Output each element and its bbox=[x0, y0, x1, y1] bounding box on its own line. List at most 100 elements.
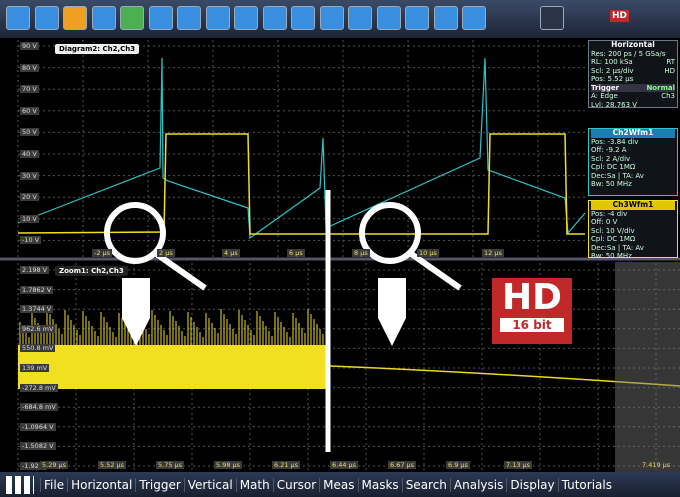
badge-bits: 16 bit bbox=[500, 318, 564, 332]
trigger-mode: Normal bbox=[646, 83, 675, 92]
tool-icon[interactable] bbox=[91, 6, 116, 30]
arrows bbox=[122, 278, 406, 346]
row: Pos: 5.52 µs bbox=[591, 75, 675, 84]
menu-item[interactable]: Vertical bbox=[183, 477, 236, 492]
panel-title: Ch3Wfm1 bbox=[591, 200, 675, 210]
x-label: 2 µs bbox=[157, 249, 175, 257]
rows: Res: 200 ps / 5 GSa/s RL: 100 kSa RT Scl: 2… bbox=[591, 50, 675, 84]
tool-icon[interactable] bbox=[319, 6, 344, 30]
menu-item[interactable]: Trigger bbox=[135, 477, 183, 492]
x-label: 6.67 µs bbox=[388, 461, 417, 469]
tool-icon[interactable] bbox=[6, 6, 30, 30]
row-text: Lvl: 28.763 V bbox=[591, 100, 638, 109]
menu-item[interactable]: Cursor bbox=[272, 477, 319, 492]
row-text: Bw: 50 MHz bbox=[591, 180, 632, 188]
y-label: 20 V bbox=[20, 193, 39, 202]
row: Res: 200 ps / 5 GSa/s bbox=[591, 50, 675, 59]
toolbar: HD bbox=[0, 0, 680, 38]
row-text: Ch3 bbox=[661, 92, 675, 100]
tool-icon[interactable] bbox=[63, 6, 87, 30]
tool-icon[interactable] bbox=[177, 6, 201, 30]
y-label: -10 V bbox=[20, 236, 42, 245]
rows: Pos: -4 div Off: 0 V Scl: 10 V/div Cpl: DC … bbox=[591, 210, 675, 261]
row-text: Pos: 5.52 µs bbox=[591, 75, 634, 83]
tool-icon[interactable] bbox=[262, 6, 287, 30]
menu-item[interactable]: File bbox=[40, 477, 67, 492]
y-label: 50 V bbox=[20, 128, 39, 137]
rows: Pos: -3.84 div Off: -9.2 A Scl: 2 A/div Cpl… bbox=[591, 138, 675, 189]
menu-item[interactable]: Analysis bbox=[449, 477, 506, 492]
menu-item[interactable]: Horizontal bbox=[67, 477, 135, 492]
x-label: 6.21 µs bbox=[272, 461, 301, 469]
row-text: RL: 100 kSa bbox=[591, 58, 633, 66]
badge-hd: HD bbox=[501, 277, 562, 318]
y-label: 90 V bbox=[20, 42, 39, 50]
row: A: Edge Ch3 bbox=[591, 92, 675, 101]
y-label: 962.6 mV bbox=[20, 324, 56, 333]
x-label: 5.29 µs bbox=[40, 461, 69, 469]
row-text: Pos: -4 div bbox=[591, 209, 628, 218]
y-label: 2.198 V bbox=[20, 266, 50, 274]
y-label: 60 V bbox=[20, 106, 39, 115]
hd-icon[interactable]: HD bbox=[610, 10, 630, 22]
y-label: 10 V bbox=[20, 214, 39, 223]
settings-icon[interactable] bbox=[540, 6, 564, 30]
x-label: 5.52 µs bbox=[98, 461, 127, 469]
tool-icon[interactable] bbox=[205, 6, 230, 30]
tool-icon[interactable] bbox=[405, 6, 429, 30]
panel-title: Ch2Wfm1 bbox=[591, 128, 675, 138]
plots bbox=[0, 40, 680, 472]
row: Scl: 2 µs/div HD bbox=[591, 67, 675, 76]
menu-item[interactable]: Search bbox=[401, 477, 450, 492]
x-label: 6 µs bbox=[287, 249, 305, 257]
y-label: 1.3744 V bbox=[20, 305, 54, 314]
row-text: Off: -9.2 A bbox=[591, 146, 627, 154]
tool-icon[interactable] bbox=[462, 6, 486, 30]
tool-icon[interactable] bbox=[34, 6, 59, 30]
ch2-waveform bbox=[17, 57, 586, 240]
row-text: Cpl: DC 1MΩ bbox=[591, 163, 636, 171]
ch3-waveform bbox=[17, 133, 585, 235]
row: RL: 100 kSa RT bbox=[591, 58, 675, 67]
y-label: 1.7862 V bbox=[20, 285, 54, 294]
y-label: -1.5082 V bbox=[20, 442, 56, 451]
ch2-panel[interactable]: Ch2Wfm1 Pos: -3.84 div Off: -9.2 A Scl: 2 … bbox=[588, 128, 678, 196]
tool-icon[interactable] bbox=[291, 6, 315, 30]
menu-item[interactable]: Math bbox=[235, 477, 273, 492]
menu-item[interactable]: Tutorials bbox=[557, 477, 615, 492]
tool-icon[interactable] bbox=[148, 6, 173, 30]
x-label: -2 µs bbox=[92, 249, 113, 257]
row-text: RT bbox=[666, 58, 675, 66]
x-label: 7.419 µs bbox=[640, 461, 673, 469]
x-label: 12 µs bbox=[482, 249, 504, 257]
x-label: 6.44 µs bbox=[330, 461, 359, 469]
tool-icon[interactable] bbox=[348, 6, 372, 30]
x-label: 10 µs bbox=[417, 249, 439, 257]
row-text: Dec:Sa | TA: Av bbox=[591, 171, 644, 180]
tool-icon[interactable] bbox=[120, 6, 144, 30]
zoom-noise bbox=[19, 309, 327, 345]
zoom-trace bbox=[329, 365, 680, 387]
y-label: -272.8 mV bbox=[20, 383, 58, 392]
row-text: Off: 0 V bbox=[591, 218, 618, 226]
horizontal-panel[interactable]: Horizontal Res: 200 ps / 5 GSa/s RL: 100 … bbox=[588, 40, 678, 109]
tool-icon[interactable] bbox=[234, 6, 258, 30]
rows: A: Edge Ch3 Lvl: 28.763 V bbox=[591, 92, 675, 109]
panel-title: Trigger bbox=[591, 83, 620, 92]
y-label: -684.8 mV bbox=[20, 403, 58, 412]
menu-item[interactable]: Display bbox=[506, 477, 557, 492]
tool-icon[interactable] bbox=[376, 6, 401, 30]
menu-item[interactable]: Meas bbox=[319, 477, 357, 492]
row-text: Pos: -3.84 div bbox=[591, 137, 639, 146]
tool-icon[interactable] bbox=[433, 6, 458, 30]
x-label: 7.13 µs bbox=[504, 461, 533, 469]
hd-badge: HD 16 bit bbox=[492, 278, 572, 344]
magnifiers bbox=[104, 202, 462, 291]
x-label: 8 µs bbox=[352, 249, 370, 257]
row-text: Scl: 10 V/div bbox=[591, 226, 635, 235]
ch3-panel[interactable]: Ch3Wfm1 Pos: -4 div Off: 0 V Scl: 10 V/div… bbox=[588, 200, 678, 261]
zoom-band bbox=[18, 345, 328, 389]
y-label: 30 V bbox=[20, 171, 39, 180]
menu-item[interactable]: Masks bbox=[357, 477, 402, 492]
apps-icon[interactable] bbox=[6, 475, 34, 494]
